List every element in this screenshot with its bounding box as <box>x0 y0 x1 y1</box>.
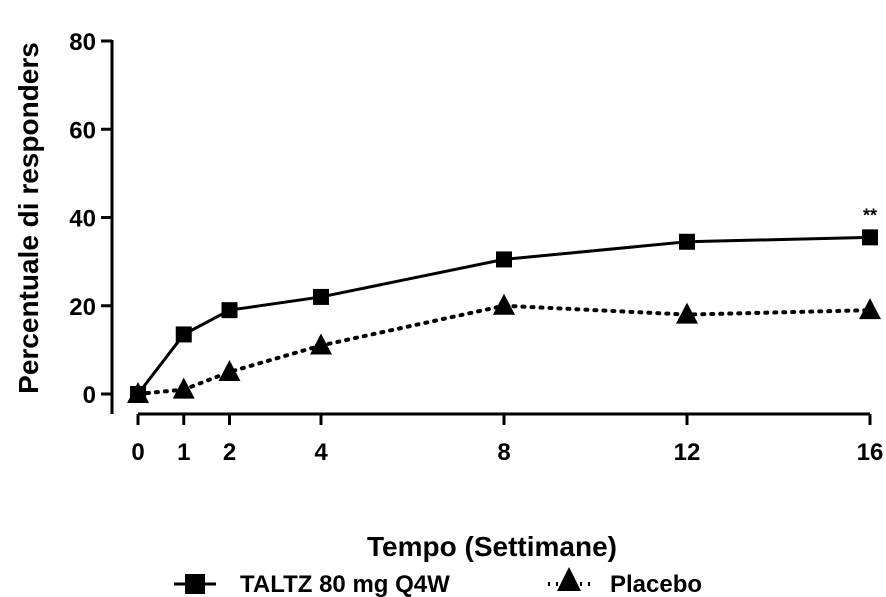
legend-label-placebo: Placebo <box>610 571 702 597</box>
series-line-placebo <box>136 303 872 396</box>
taltz-point <box>221 302 238 319</box>
taltz-point <box>130 386 146 402</box>
placebo-point <box>493 293 515 315</box>
y-tick-label: 20 <box>69 294 96 321</box>
placebo-point <box>859 298 881 320</box>
legend-label-taltz: TALTZ 80 mg Q4W <box>240 571 450 597</box>
y-axis-title: Percentuale di responders <box>13 42 44 394</box>
y-tick-label: 0 <box>83 382 96 409</box>
x-tick-label: 16 <box>857 439 884 466</box>
y-tick-label: 60 <box>69 117 96 144</box>
taltz-point <box>313 288 329 305</box>
x-tick-label: 0 <box>131 439 144 466</box>
taltz-point <box>862 229 878 246</box>
placebo-point <box>218 359 241 381</box>
x-tick-label: 8 <box>497 439 510 466</box>
series-group <box>127 229 881 403</box>
x-tick-label: 4 <box>314 439 328 466</box>
legend-placebo-marker <box>557 567 581 591</box>
legend-taltz-marker <box>185 574 205 594</box>
legend-item-taltz: TALTZ 80 mg Q4W <box>174 571 450 597</box>
legend: TALTZ 80 mg Q4W Placebo <box>174 567 702 597</box>
x-ticks: 0 1 2 4 8 12 16 <box>131 414 883 466</box>
placebo-point <box>172 377 195 399</box>
x-tick-label: 2 <box>223 439 236 466</box>
annotations: ** <box>863 205 877 225</box>
taltz-point <box>175 326 192 343</box>
taltz-point <box>679 233 695 250</box>
placebo-point <box>310 333 332 355</box>
taltz-point <box>496 251 512 268</box>
legend-item-placebo: Placebo <box>548 567 702 597</box>
y-ticks: 0 20 40 60 80 <box>69 29 112 409</box>
placebo-point <box>676 302 698 324</box>
x-tick-label: 12 <box>674 439 701 466</box>
y-tick-label: 40 <box>69 206 96 233</box>
x-tick-label: 1 <box>177 439 190 466</box>
x-axis-title: Tempo (Settimane) <box>367 531 617 562</box>
significance-annotation: ** <box>863 205 877 225</box>
y-tick-label: 80 <box>69 29 96 56</box>
